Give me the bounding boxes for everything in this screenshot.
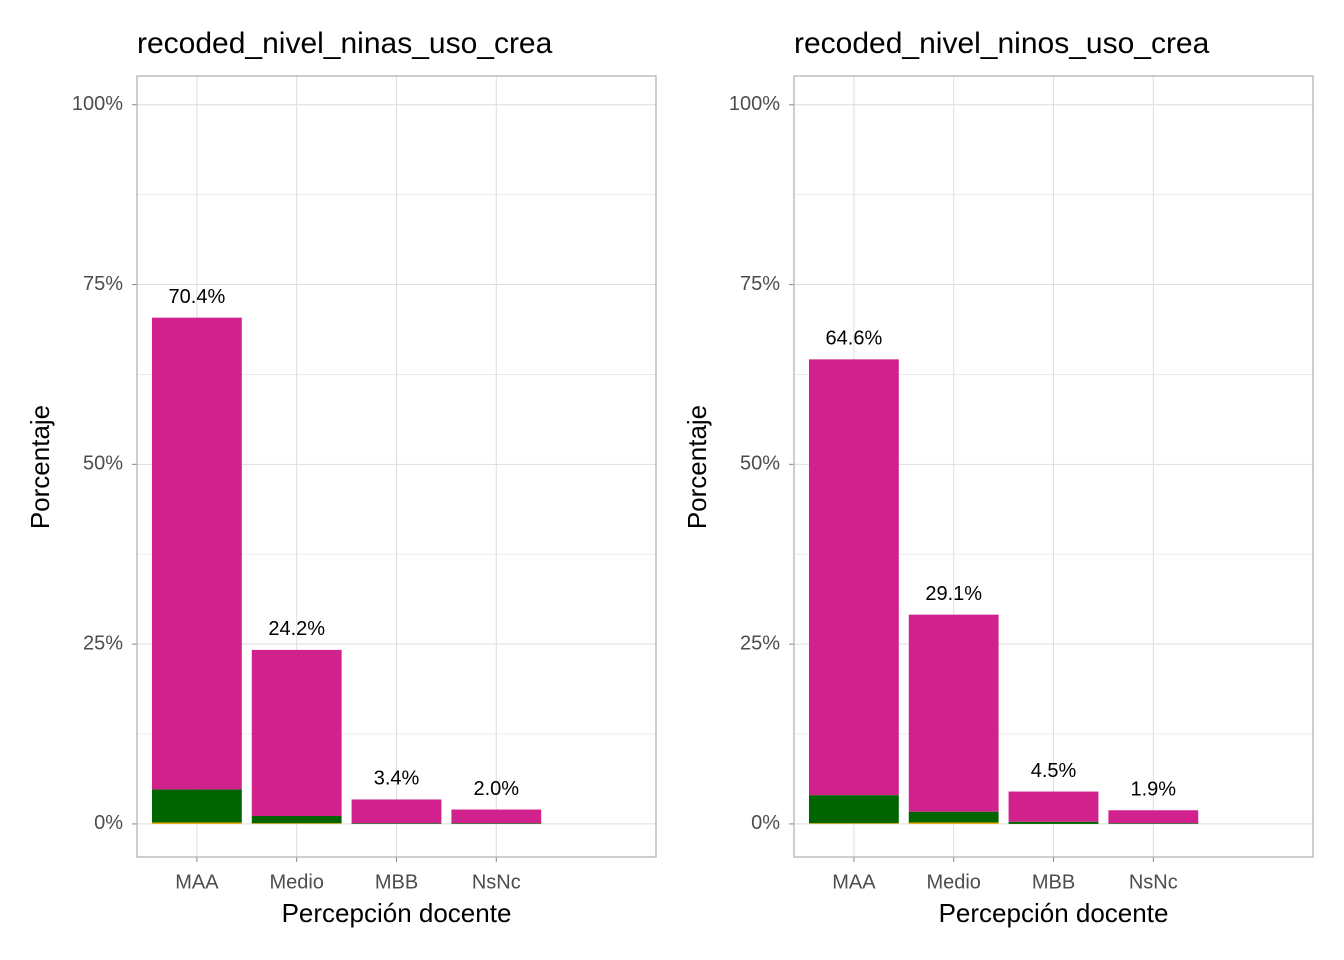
y-tick-label: 0%: [751, 812, 780, 834]
bar-segment: [151, 317, 242, 790]
y-tick-label: 0%: [94, 812, 123, 834]
panel-border: [136, 75, 657, 858]
data-label: 3.4%: [374, 768, 420, 790]
bar-segment: [808, 795, 899, 824]
y-tick-label: 50%: [740, 453, 780, 475]
x-tick-label: NsNc: [1129, 871, 1178, 893]
y-tick-label: 25%: [740, 632, 780, 654]
data-label: 1.9%: [1131, 779, 1177, 801]
bar-segment: [1108, 810, 1199, 824]
bar-segment: [451, 809, 542, 824]
y-tick-label: 25%: [83, 632, 123, 654]
data-label: 2.0%: [474, 778, 520, 800]
y-tick-label: 100%: [729, 93, 780, 115]
y-tick-label: 75%: [740, 273, 780, 295]
bar-segment: [251, 816, 342, 824]
chart-title: recoded_nivel_ninas_uso_crea: [137, 27, 553, 60]
bar-segment: [808, 823, 899, 824]
bar-segment: [351, 799, 442, 824]
bar-segment: [1008, 791, 1099, 822]
bar-segment: [151, 822, 242, 824]
y-axis-title: Porcentaje: [682, 405, 712, 529]
data-label: 4.5%: [1031, 760, 1077, 782]
panel-border: [793, 75, 1314, 858]
chart-title: recoded_nivel_ninos_uso_crea: [794, 27, 1210, 60]
bar-segment: [908, 614, 999, 812]
x-tick-label: MAA: [175, 871, 219, 893]
x-axis-title: Percepción docente: [282, 898, 512, 928]
data-label: 24.2%: [268, 618, 325, 640]
x-tick-label: Medio: [269, 871, 323, 893]
bar-segment: [451, 823, 542, 824]
bar-segment: [1008, 821, 1099, 824]
y-tick-label: 75%: [83, 273, 123, 295]
bar-segment: [251, 649, 342, 817]
bar-segment: [351, 823, 442, 824]
x-axis-title: Percepción docente: [939, 898, 1169, 928]
x-tick-label: MBB: [1032, 871, 1075, 893]
data-label: 64.6%: [826, 328, 883, 350]
bar-segment: [908, 811, 999, 823]
data-label: 29.1%: [925, 583, 982, 605]
x-tick-label: MBB: [375, 871, 418, 893]
x-tick-label: NsNc: [472, 871, 521, 893]
y-tick-label: 100%: [72, 93, 123, 115]
bar-segment: [1108, 823, 1199, 824]
bar-segment: [251, 823, 342, 824]
data-label: 70.4%: [169, 286, 226, 308]
bar-segment: [151, 789, 242, 823]
x-tick-label: Medio: [926, 871, 980, 893]
bar-segment: [808, 359, 899, 796]
bar-segment: [908, 822, 999, 824]
y-tick-label: 50%: [83, 453, 123, 475]
x-tick-label: MAA: [832, 871, 876, 893]
y-axis-title: Porcentaje: [25, 405, 55, 529]
